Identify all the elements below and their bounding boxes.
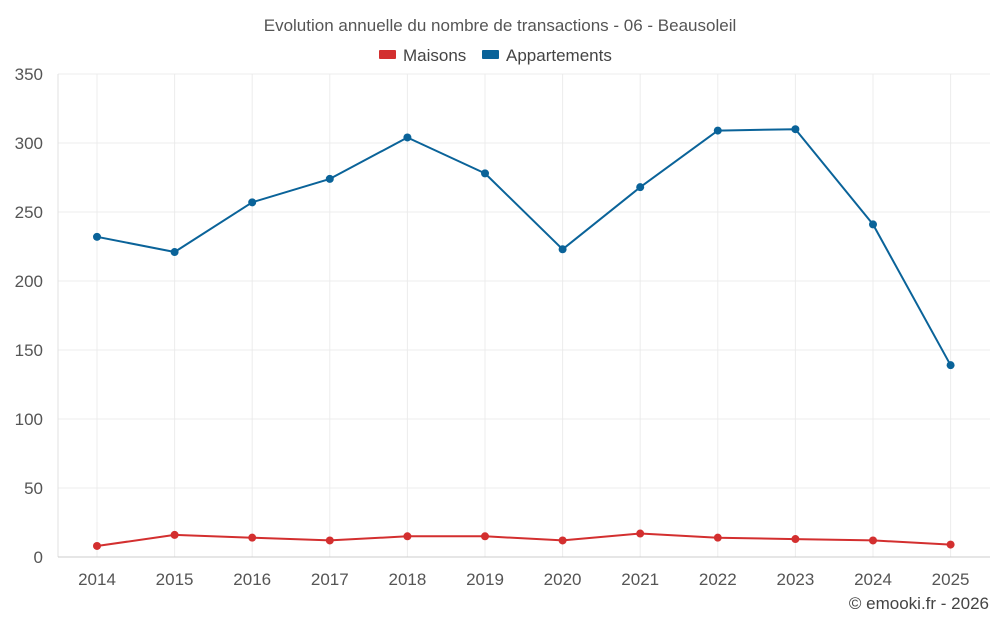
data-point-maisons-2014[interactable]: Maisons 2014: 8 [93,541,101,550]
legend-label-maisons: Maisons [403,46,466,65]
series-line-appartements [96,128,952,366]
x-tick-label-2021: 2021 [621,570,659,589]
x-tick-label-2018: 2018 [388,570,426,589]
x-tick-label-2016: 2016 [233,570,271,589]
y-tick-label-0: 0 [34,548,43,567]
data-point-appartements-2016[interactable]: Appartements 2016: 257 [248,198,257,207]
legend-item-maisons[interactable]: Maisons [379,46,466,65]
x-tick-label-2015: 2015 [156,570,194,589]
data-point-appartements-2018[interactable]: Appartements 2018: 304 [403,133,412,142]
x-tick-label-2023: 2023 [776,570,814,589]
data-point-maisons-2017[interactable]: Maisons 2017: 12 [325,536,334,545]
x-tick-label-2020: 2020 [544,570,582,589]
legend-swatch-maisons [379,50,396,59]
y-tick-label-50: 50 [24,479,43,498]
data-point-maisons-2016[interactable]: Maisons 2016: 14 [248,533,257,542]
data-point-maisons-2023[interactable]: Maisons 2023: 13 [791,535,800,544]
legend-label-appartements: Appartements [506,46,612,65]
data-point-appartements-2015[interactable]: Appartements 2015: 221 [170,248,179,257]
data-point-appartements-2017[interactable]: Appartements 2017: 274 [325,174,334,183]
data-point-maisons-2020[interactable]: Maisons 2020: 12 [558,536,567,545]
data-point-maisons-2018[interactable]: Maisons 2018: 15 [403,532,412,541]
data-point-maisons-2021[interactable]: Maisons 2021: 17 [636,529,645,538]
series-appartements: Appartements 2014: 232 Appartements 2015:… [93,125,955,370]
grid [58,73,990,557]
data-point-maisons-2025[interactable]: Maisons 2025: 9 [946,540,955,549]
x-tick-label-2024: 2024 [854,570,892,589]
axes: 0 50 100 150 200 250 300 350 2014 2015 2016 2017 201… [15,65,990,589]
y-tick-label-350: 350 [15,65,43,84]
data-point-appartements-2023[interactable]: Appartements 2023: 310 [791,125,800,134]
y-tick-label-300: 300 [15,134,43,153]
chart-title: Evolution annuelle du nombre de transact… [264,16,737,35]
data-point-appartements-2021[interactable]: Appartements 2021: 268 [636,183,645,192]
x-tick-label-2022: 2022 [699,570,737,589]
data-point-maisons-2022[interactable]: Maisons 2022: 14 [713,533,722,542]
legend-swatch-appartements [482,50,499,59]
x-tick-label-2019: 2019 [466,570,504,589]
x-tick-label-2017: 2017 [311,570,349,589]
x-tick-label-2025: 2025 [932,570,970,589]
data-point-appartements-2019[interactable]: Appartements 2019: 278 [481,169,489,178]
y-tick-label-200: 200 [15,272,43,291]
legend-item-appartements[interactable]: Appartements [482,46,612,65]
y-tick-label-250: 250 [15,203,43,222]
series-line-maisons [96,532,951,547]
data-point-appartements-2022[interactable]: Appartements 2022: 309 [713,126,722,135]
data-point-appartements-2025[interactable]: Appartements 2025: 139 [946,361,955,370]
credit-text: © emooki.fr - 2026 [849,594,989,613]
data-point-maisons-2019[interactable]: Maisons 2019: 15 [481,532,489,541]
x-tick-label-2014: 2014 [78,570,116,589]
data-point-maisons-2024[interactable]: Maisons 2024: 12 [869,536,877,545]
data-point-appartements-2014[interactable]: Appartements 2014: 232 [93,232,101,241]
y-tick-label-100: 100 [15,410,43,429]
data-point-maisons-2015[interactable]: Maisons 2015: 16 [170,530,179,539]
series-maisons: Maisons 2014: 8 Maisons 2015: 16 Maisons 2… [93,529,955,550]
legend: Maisons Appartements [379,46,612,65]
y-tick-label-150: 150 [15,341,43,360]
data-point-appartements-2020[interactable]: Appartements 2020: 223 [558,245,567,254]
data-point-appartements-2024[interactable]: Appartements 2024: 241 [869,220,877,229]
series: Maisons 2014: 8 Maisons 2015: 16 Maisons 2… [93,125,955,550]
